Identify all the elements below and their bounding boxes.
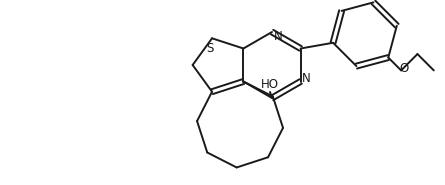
Text: N: N	[302, 72, 311, 85]
Text: HO: HO	[261, 78, 279, 90]
Text: O: O	[400, 62, 409, 75]
Text: S: S	[206, 42, 214, 55]
Text: N: N	[274, 29, 283, 43]
